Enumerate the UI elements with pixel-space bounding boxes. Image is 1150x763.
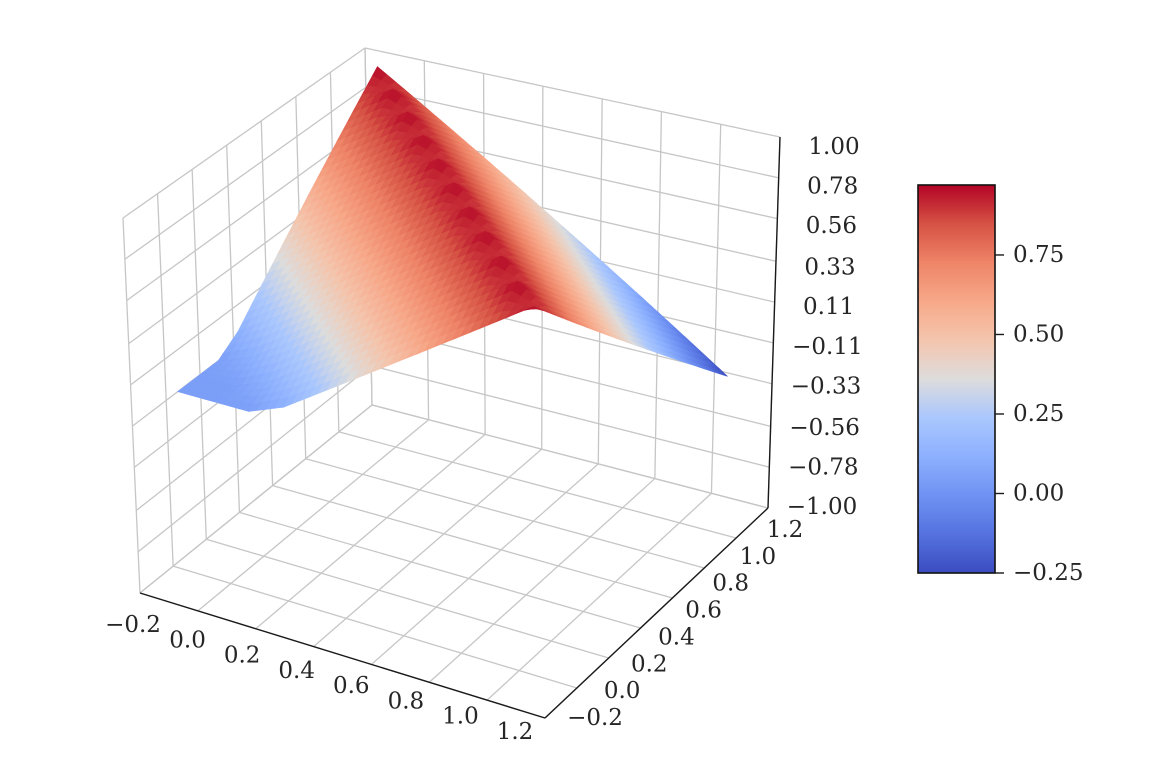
y-tick-label: 1.0 bbox=[740, 544, 777, 570]
y-tick-label: 1.2 bbox=[767, 517, 804, 543]
x-tick-label: 0.2 bbox=[224, 643, 261, 669]
left-wall-gridline-y bbox=[191, 169, 207, 540]
x-tick-label: 0.6 bbox=[333, 673, 370, 699]
colorbar-tick-label: 0.00 bbox=[1013, 480, 1064, 506]
back-wall-gridline-x bbox=[710, 124, 722, 494]
y-tick-label: 0.6 bbox=[685, 598, 722, 624]
left-wall-gridline-y bbox=[156, 193, 174, 567]
back-wall-gridline-z bbox=[364, 47, 781, 138]
z-tick-label: −1.00 bbox=[787, 494, 857, 520]
colorbar-gradient bbox=[917, 184, 996, 574]
left-wall-gridline-y bbox=[226, 145, 241, 513]
colorbar-tick-label: 0.25 bbox=[1013, 401, 1064, 427]
back-wall-gridline-x bbox=[654, 111, 663, 479]
left-wall-gridline-z bbox=[122, 47, 366, 219]
y-tick-label: 0.8 bbox=[712, 571, 749, 597]
y-tick-label: 0.4 bbox=[658, 624, 695, 650]
left-wall-gridline-z bbox=[139, 404, 373, 594]
x-tick-label: 1.2 bbox=[497, 719, 534, 745]
floor-gridline-y bbox=[239, 511, 641, 629]
x-tick-label: 0.8 bbox=[388, 688, 425, 714]
colorbar-tick-label: 0.50 bbox=[1013, 321, 1064, 347]
z-tick-label: 0.33 bbox=[804, 255, 855, 281]
floor-gridline-x bbox=[313, 448, 543, 648]
z-tick-label: −0.33 bbox=[791, 373, 861, 399]
colorbar-tick-label: 0.75 bbox=[1013, 242, 1064, 268]
floor-gridline-x bbox=[486, 492, 712, 701]
colorbar: −0.25 0.00 0.25 0.50 0.75 bbox=[917, 184, 1083, 586]
x-tick-label: 0.4 bbox=[278, 658, 315, 684]
axis-tick-labels: −0.20.00.20.40.60.81.01.2−0.20.00.20.40.… bbox=[105, 134, 863, 745]
floor-gridline-y bbox=[305, 458, 705, 569]
axis-lines bbox=[139, 136, 781, 719]
back-wall-gridline-z bbox=[371, 404, 769, 509]
back-wall-gridline-z bbox=[371, 365, 770, 468]
z-tick-label: −0.78 bbox=[788, 454, 858, 480]
z-tick-label: 0.78 bbox=[807, 174, 858, 200]
floor-gridline-x bbox=[428, 478, 656, 683]
z-tick-label: 1.00 bbox=[808, 134, 859, 160]
surface bbox=[176, 66, 728, 412]
left-wall-gridline-z bbox=[137, 365, 372, 553]
floor-gridline-y bbox=[206, 538, 609, 659]
x-tick-label: 1.0 bbox=[442, 704, 479, 730]
z-tick-label: −0.11 bbox=[792, 334, 862, 360]
y-tick-label: 0.2 bbox=[631, 651, 668, 677]
z-axis-line bbox=[767, 136, 781, 509]
floor-gridline-x bbox=[370, 463, 599, 665]
colorbar-tick-label: −0.25 bbox=[1013, 560, 1083, 586]
surface-facet bbox=[524, 306, 539, 311]
y-tick-label: −0.2 bbox=[567, 705, 623, 731]
y-tick-label: 0.0 bbox=[604, 678, 641, 704]
left-wall-gridline-z bbox=[124, 86, 367, 260]
left-wall-gridline-z bbox=[126, 126, 367, 302]
z-tick-label: −0.56 bbox=[789, 415, 859, 441]
x-axis-line bbox=[139, 592, 546, 719]
floor-gridline-x bbox=[197, 419, 429, 612]
x-tick-label: −0.2 bbox=[105, 612, 161, 638]
floor-gridline-y bbox=[338, 431, 737, 539]
back-wall-gridline-z bbox=[365, 86, 779, 179]
y-axis-line bbox=[544, 507, 769, 719]
left-wall-gridline-y bbox=[122, 217, 141, 594]
floor-gridline-y bbox=[172, 565, 578, 689]
z-tick-label: 0.56 bbox=[806, 213, 857, 239]
floor-gridline-y bbox=[272, 484, 673, 599]
x-tick-label: 0.0 bbox=[169, 627, 206, 653]
z-tick-label: 0.11 bbox=[803, 294, 854, 320]
floor-gridline-x bbox=[255, 433, 486, 630]
